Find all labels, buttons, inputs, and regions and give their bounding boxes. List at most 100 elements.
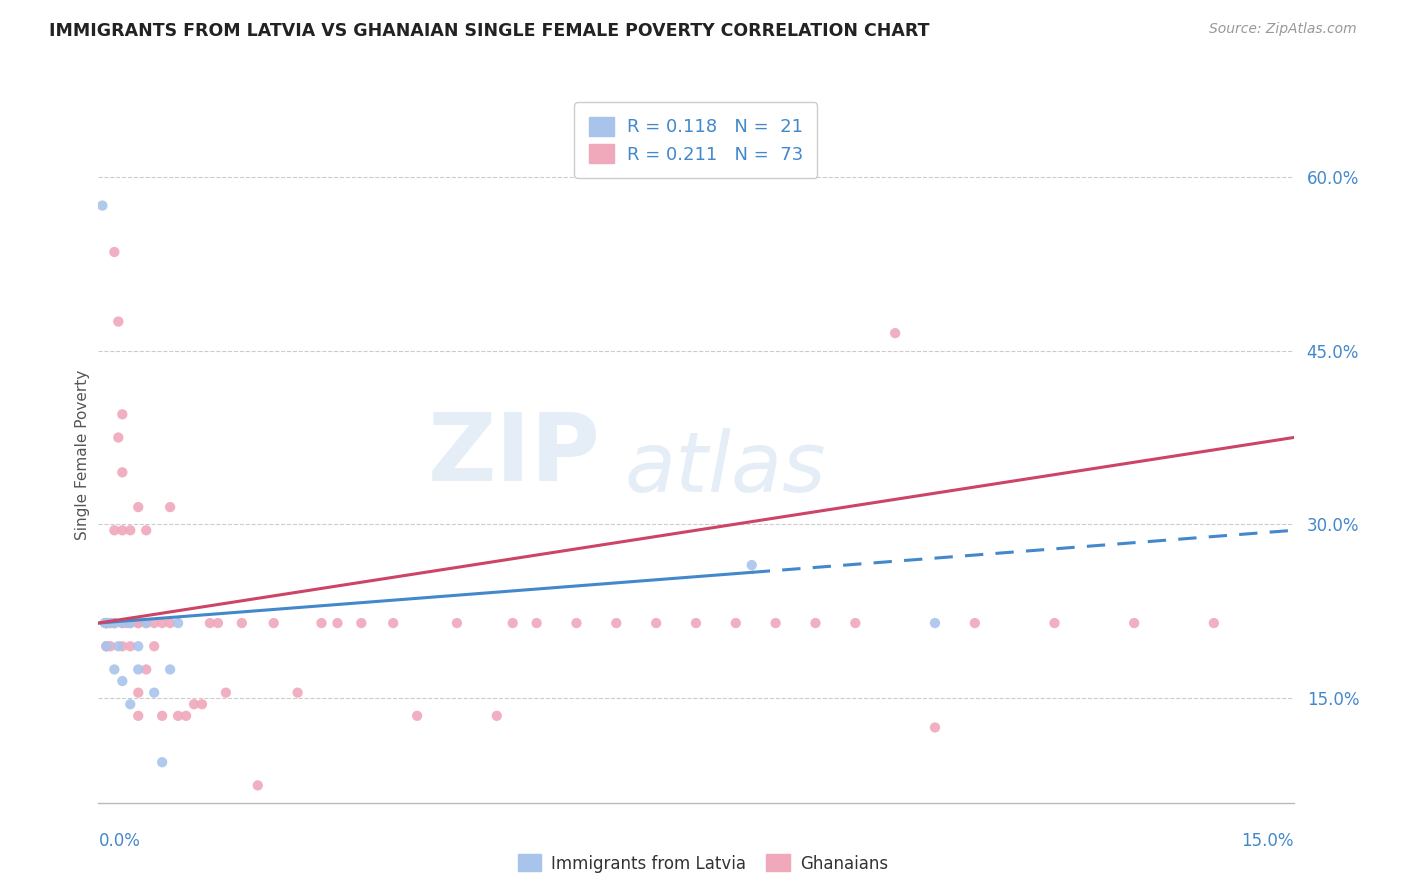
Text: IMMIGRANTS FROM LATVIA VS GHANAIAN SINGLE FEMALE POVERTY CORRELATION CHART: IMMIGRANTS FROM LATVIA VS GHANAIAN SINGL… [49, 22, 929, 40]
Point [198, 615, 221, 630]
Point [96, 615, 118, 630]
Point [741, 558, 763, 573]
Text: 0.0%: 0.0% [98, 831, 141, 850]
Point [103, 523, 125, 537]
Point [111, 407, 134, 422]
Point [191, 698, 214, 712]
Legend: R = 0.118   N =  21, R = 0.211   N =  73: R = 0.118 N = 21, R = 0.211 N = 73 [575, 103, 817, 178]
Point [111, 674, 134, 689]
Point [96, 615, 118, 630]
Point [127, 615, 149, 630]
Point [98, 615, 122, 630]
Point [446, 615, 468, 630]
Point [111, 615, 134, 630]
Point [111, 615, 134, 630]
Point [231, 615, 253, 630]
Text: Source: ZipAtlas.com: Source: ZipAtlas.com [1209, 22, 1357, 37]
Point [127, 639, 149, 653]
Point [96, 615, 118, 630]
Point [135, 523, 157, 537]
Point [107, 431, 129, 445]
Point [103, 615, 125, 630]
Point [167, 615, 190, 630]
Point [96, 639, 118, 653]
Point [135, 662, 157, 677]
Point [605, 615, 627, 630]
Point [96, 639, 118, 653]
Point [107, 315, 129, 329]
Point [143, 615, 166, 630]
Text: ZIP: ZIP [427, 409, 600, 501]
Text: 15.0%: 15.0% [1241, 831, 1294, 850]
Point [107, 639, 129, 653]
Point [103, 615, 125, 630]
Point [127, 615, 149, 630]
Point [207, 615, 229, 630]
Point [91, 199, 114, 213]
Point [103, 615, 125, 630]
Point [120, 615, 142, 630]
Point [96, 615, 118, 630]
Point [120, 615, 142, 630]
Point [287, 686, 309, 700]
Point [963, 615, 986, 630]
Point [167, 708, 190, 723]
Point [724, 615, 747, 630]
Point [150, 755, 173, 769]
Point [150, 708, 173, 723]
Point [96, 615, 118, 630]
Point [159, 662, 181, 677]
Point [565, 615, 588, 630]
Point [127, 708, 149, 723]
Point [111, 639, 134, 653]
Point [103, 662, 125, 677]
Point [159, 500, 181, 514]
Point [685, 615, 707, 630]
Point [884, 326, 907, 341]
Point [1123, 615, 1146, 630]
Point [127, 500, 149, 514]
Point [94, 615, 117, 630]
Point [804, 615, 827, 630]
Point [96, 639, 118, 653]
Point [1043, 615, 1066, 630]
Point [174, 708, 197, 723]
Point [924, 615, 946, 630]
Point [143, 686, 166, 700]
Point [1202, 615, 1225, 630]
Text: atlas: atlas [624, 428, 825, 509]
Point [98, 639, 122, 653]
Point [120, 698, 142, 712]
Point [120, 523, 142, 537]
Point [246, 778, 269, 793]
Point [502, 615, 524, 630]
Y-axis label: Single Female Poverty: Single Female Poverty [75, 370, 90, 540]
Point [263, 615, 285, 630]
Legend: Immigrants from Latvia, Ghanaians: Immigrants from Latvia, Ghanaians [512, 847, 894, 880]
Point [96, 615, 118, 630]
Point [150, 615, 173, 630]
Point [924, 721, 946, 735]
Point [159, 615, 181, 630]
Point [311, 615, 333, 630]
Point [135, 615, 157, 630]
Point [406, 708, 429, 723]
Point [526, 615, 548, 630]
Point [215, 686, 238, 700]
Point [382, 615, 405, 630]
Point [103, 244, 125, 259]
Point [143, 639, 166, 653]
Point [765, 615, 787, 630]
Point [127, 686, 149, 700]
Point [135, 615, 157, 630]
Point [120, 639, 142, 653]
Point [98, 615, 122, 630]
Point [115, 615, 138, 630]
Point [485, 708, 508, 723]
Point [645, 615, 668, 630]
Point [844, 615, 866, 630]
Point [111, 523, 134, 537]
Point [127, 662, 149, 677]
Point [111, 466, 134, 480]
Point [103, 615, 125, 630]
